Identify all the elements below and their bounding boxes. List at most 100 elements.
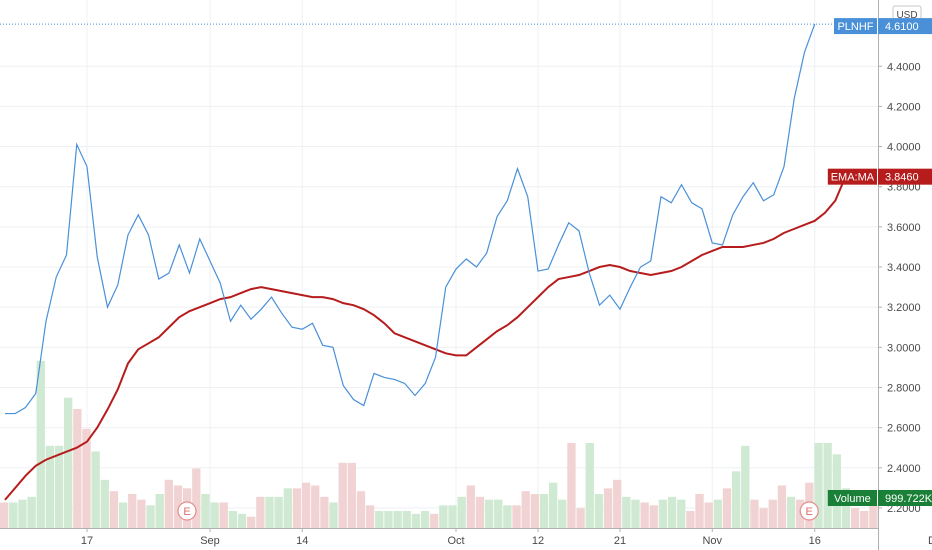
volume-bar [823,443,832,528]
x-tick-label: Dec [928,535,932,547]
volume-bar [750,499,759,528]
volume-bar [567,443,576,528]
volume-bar [18,499,27,528]
series-value-tag: 4.6100 [885,21,919,33]
volume-bar [283,488,292,528]
volume-bar [613,479,622,528]
earnings-marker[interactable]: E [177,501,197,521]
earnings-marker-label: E [806,506,813,518]
series-value-tag: 3.8460 [885,172,919,184]
x-tick-label: 16 [809,535,821,547]
volume-bar [393,511,402,528]
series-line-ema [4,176,847,501]
series-value-tag-bg [878,168,932,185]
volume-bar [402,511,411,528]
series-name-tag: Volume [834,493,871,505]
price-axis-ticks: 2.20002.40002.60002.80003.00003.20003.40… [878,61,921,515]
currency-label: USD [896,10,917,21]
volume-bar [722,488,732,528]
x-tick-label: Sep [200,535,220,547]
volume-bar [777,485,787,528]
volume-bar [530,494,539,528]
x-tick-label: Nov [702,535,722,547]
volume-bar [466,485,475,528]
earnings-marker[interactable]: E [799,501,819,521]
value-tag-volume: Volume 999.722K [827,490,932,506]
volume-bar [814,443,823,528]
y-tick-label: 4.4000 [887,61,921,73]
volume-bar [45,445,55,528]
volume-bar [695,494,704,528]
grid [0,0,878,528]
x-tick-label: 21 [614,535,626,547]
x-tick-label: Oct [447,535,464,547]
earnings-marker-circle [799,501,819,521]
volume-bar [549,482,558,528]
series-line-plnhf [5,23,816,415]
volume-bar [640,502,649,528]
y-tick-label: 2.4000 [887,463,921,475]
volume-bar [503,505,512,528]
volume-bar [420,511,430,528]
series-value-tag: 999.722K [885,493,932,505]
time-axis-ticks: 17 Sep 14 Oct 12 21 Nov 16 Dec [81,528,932,547]
volume-bar [237,513,247,528]
volume-bar [759,508,768,528]
volume-bar [869,505,878,528]
y-tick-label: 2.6000 [887,423,921,435]
volume-bar [603,488,613,528]
volume-bar [109,491,119,528]
volume-bar [850,508,860,528]
y-tick-label: 4.0000 [887,142,921,154]
volume-bar [146,505,155,528]
y-tick-label: 3.0000 [887,342,921,354]
volume-bars [0,360,878,528]
x-tick-label: 17 [81,535,93,547]
volume-bar [82,428,91,528]
y-tick-label: 3.8000 [887,182,921,194]
volume-bar [658,499,668,528]
volume-bar [622,496,631,528]
earnings-marker-circle [177,501,197,521]
volume-bar [667,496,677,528]
volume-bar [320,496,329,528]
volume-bar [36,360,45,528]
volume-bar [9,502,18,528]
volume-bar [375,511,384,528]
volume-bar [100,479,109,528]
series-name-tag: EMA:MA [831,172,875,184]
volume-bar [27,496,36,528]
volume-bar [841,488,851,528]
volume-bar [210,502,219,528]
volume-bar [860,511,869,528]
volume-bar [91,451,100,528]
volume-bar [64,397,73,528]
x-tick-label: 14 [296,535,308,547]
volume-bar [201,494,210,528]
earnings-marker-label: E [183,506,190,518]
volume-bar [484,499,494,528]
volume-bar [521,491,530,528]
volume-bar [228,511,238,528]
volume-bar [558,499,567,528]
volume-bar [576,508,585,528]
volume-bar [713,499,722,528]
volume-bar [247,516,256,528]
volume-bar [512,505,521,528]
volume-bar [155,494,164,528]
volume-bar [741,445,750,528]
volume-bar [173,485,183,528]
volume-bar [192,468,201,528]
y-tick-label: 3.6000 [887,222,921,234]
volume-bar [164,479,173,528]
volume-bar [384,511,393,528]
y-tick-label: 3.2000 [887,302,921,314]
volume-bar [677,499,686,528]
volume-bar [704,502,713,528]
x-tick-label: 12 [532,535,544,547]
volume-bar [539,494,549,528]
series-name-tag-bg [827,490,877,506]
